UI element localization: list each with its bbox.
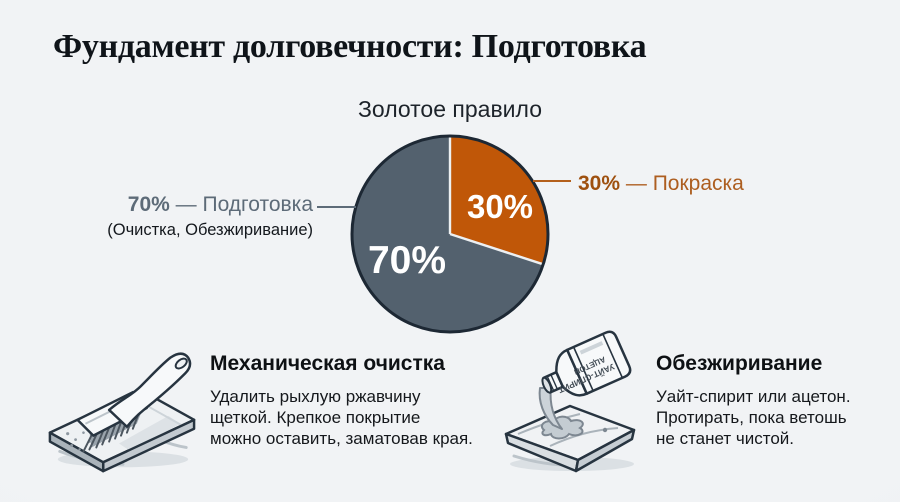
leader-line-preparation [317, 206, 356, 208]
pie-slice-preparation [352, 136, 544, 332]
section-mechanical-cleaning-body: Удалить рыхлую ржавчину щеткой. Крепкое … [210, 387, 473, 448]
callout-painting-name: Покраска [652, 172, 744, 195]
page-title: Фундамент долговечности: Подготовка [53, 28, 647, 65]
callout-preparation-label: 70% — Подготовка [107, 193, 313, 217]
callout-preparation-sep: — [169, 193, 203, 216]
pie-label-painting: 30% [467, 188, 533, 225]
section-degreasing: Обезжиривание Уайт-спирит или ацетон. Пр… [656, 352, 886, 449]
wire-brush-icon [48, 352, 196, 473]
section-mechanical-cleaning: Механическая очистка Удалить рыхлую ржав… [210, 352, 490, 449]
callout-preparation-name: Подготовка [202, 193, 313, 216]
section-mechanical-cleaning-heading: Механическая очистка [210, 352, 445, 375]
callout-preparation-sub: (Очистка, Обезжиривание) [107, 221, 313, 239]
callout-painting-pct: 30% [578, 172, 621, 195]
section-degreasing-body: Уайт-спирит или ацетон. Протирать, пока … [656, 387, 851, 448]
chart-title: Золотое правило [358, 96, 542, 122]
section-degreasing-heading: Обезжиривание [656, 352, 823, 375]
callout-painting: 30% — Покраска [578, 172, 744, 196]
pie-chart: 70% 30% [350, 134, 550, 334]
callout-painting-sep: — [620, 172, 653, 195]
pie-outline [350, 134, 550, 334]
pie-label-preparation: 70% [368, 239, 446, 282]
leader-line-painting [533, 180, 571, 182]
pie-slice-divider [448, 136, 544, 266]
callout-preparation-pct: 70% [127, 193, 170, 216]
callout-preparation: 70% — Подготовка (Очистка, Обезжиривание… [107, 193, 313, 240]
solvent-bottle-icon: УАЙТ-СПИРИТ АЦЕТОН [504, 330, 636, 473]
pie-slice-painting [450, 136, 549, 265]
